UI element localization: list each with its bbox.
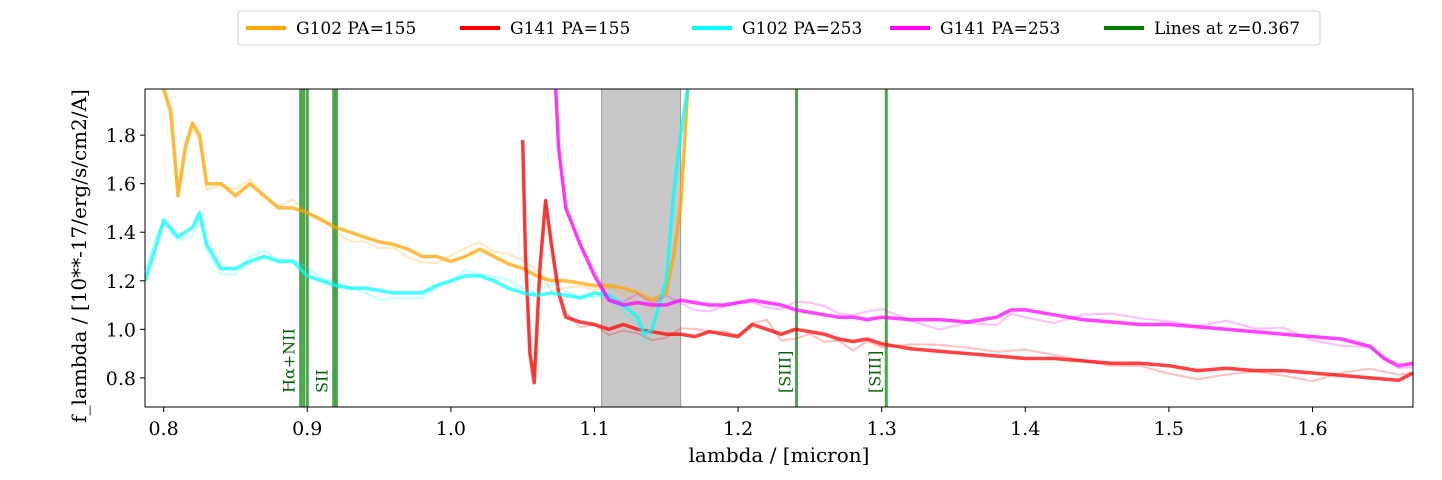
legend-label-1: G141 PA=155 <box>510 19 630 39</box>
series-noise-1 <box>521 141 1413 383</box>
x-tick-label-6: 1.4 <box>1010 418 1040 440</box>
x-tick-label-7: 1.5 <box>1154 418 1184 440</box>
legend: G102 PA=155 G141 PA=155 G102 PA=253 G141 PA… <box>237 10 1321 46</box>
x-tick-label-3: 1.1 <box>579 418 609 440</box>
series-line-3 <box>553 89 1413 368</box>
y-tick-label-0: 0.8 <box>106 368 136 390</box>
y-tick-label-4: 1.6 <box>106 174 136 196</box>
y-tick-label-5: 1.8 <box>106 125 136 147</box>
x-tick-label-8: 1.6 <box>1297 418 1327 440</box>
axes: 0.8 0.9 1.0 1.1 1.2 1.3 1.4 1.5 1.6 0.8 1.0 1.2 1.4 1… <box>67 88 1414 467</box>
plot-area: Hα+NII SII [SIII] [SIII] <box>145 89 1413 407</box>
legend-label-2: G102 PA=253 <box>742 19 862 39</box>
x-tick-label-5: 1.3 <box>867 418 897 440</box>
x-axis-label: lambda / [micron] <box>689 443 870 467</box>
plot-frame <box>144 88 1414 408</box>
y-tick-label-3: 1.4 <box>106 222 136 244</box>
legend-box <box>237 10 1321 46</box>
legend-label-4: Lines at z=0.367 <box>1154 19 1300 39</box>
x-tick-label-1: 0.9 <box>292 418 322 440</box>
x-tick-label-2: 1.0 <box>436 418 466 440</box>
y-tick-label-2: 1.2 <box>106 271 136 293</box>
series-noise-0 <box>162 89 689 311</box>
y-tick-label-1: 1.0 <box>106 319 136 341</box>
legend-label-0: G102 PA=155 <box>296 19 416 39</box>
series-noise-3 <box>554 91 1413 370</box>
y-axis-label: f_lambda / [10**-17/erg/s/cm2/A] <box>67 89 91 423</box>
series-noise-2 <box>145 89 688 345</box>
emission-line-label-0: Hα+NII <box>280 328 299 393</box>
emission-line-label-3: SII <box>313 369 332 393</box>
emission-line-label-6: [SIII] <box>865 351 884 393</box>
series-line-0 <box>162 89 690 302</box>
emission-line-label-5: [SIII] <box>776 351 795 393</box>
x-tick-label-4: 1.2 <box>723 418 753 440</box>
series-line-1 <box>520 139 1413 385</box>
legend-label-3: G141 PA=253 <box>940 19 1060 39</box>
x-tick-label-0: 0.8 <box>149 418 179 440</box>
